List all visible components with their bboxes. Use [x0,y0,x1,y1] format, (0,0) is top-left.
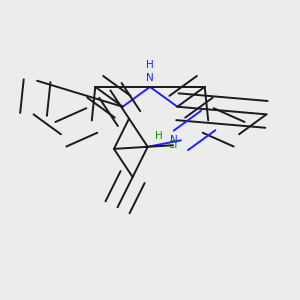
Text: H: H [146,60,154,70]
Text: Cl: Cl [168,140,178,150]
Text: N: N [146,73,154,83]
Text: H: H [155,131,163,141]
Text: N: N [169,135,177,146]
